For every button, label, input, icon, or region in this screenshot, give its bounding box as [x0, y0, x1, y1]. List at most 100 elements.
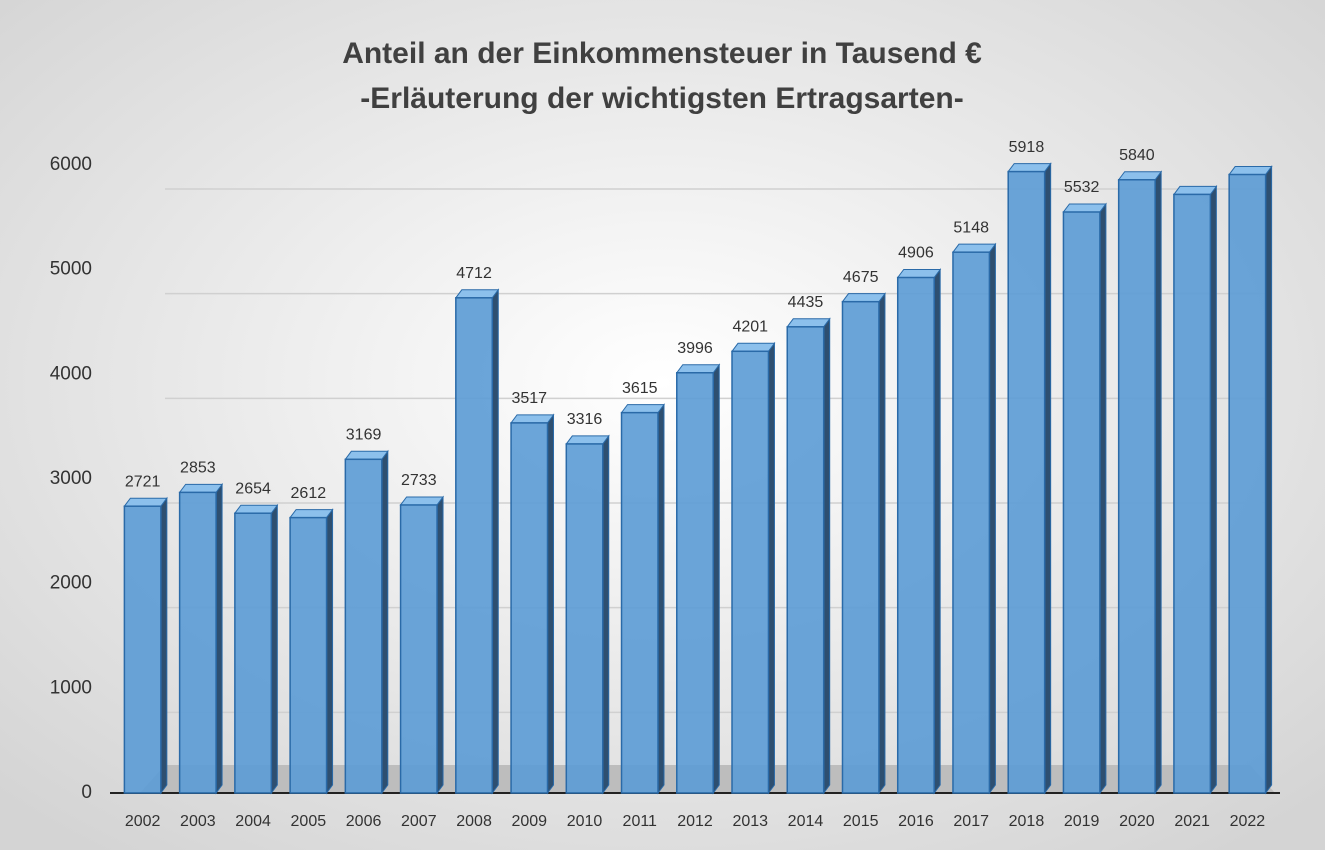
bar-face	[123, 497, 168, 507]
bar	[399, 495, 445, 795]
bar-face	[233, 504, 279, 514]
bar-face	[841, 293, 886, 303]
bar	[1007, 162, 1052, 795]
bar-face	[602, 434, 610, 795]
bar-face	[289, 516, 328, 794]
y-tick-label: 4000	[50, 363, 92, 384]
bar-face	[675, 364, 721, 374]
bar-face	[123, 505, 162, 794]
x-tick-label: 2008	[456, 813, 492, 830]
bar	[510, 413, 555, 795]
data-label: 4201	[732, 319, 768, 336]
bar	[786, 317, 831, 795]
bar-face	[1172, 185, 1218, 195]
data-label: 3517	[511, 390, 547, 407]
data-label: 2654	[235, 480, 271, 497]
y-tick-label: 0	[81, 782, 92, 803]
bar-face	[1007, 170, 1046, 794]
data-label: 3615	[622, 380, 658, 397]
bar-face	[896, 276, 935, 794]
bar-face	[841, 300, 880, 794]
bar-face	[565, 443, 604, 794]
bar-face	[1007, 163, 1052, 173]
bar-face	[1044, 162, 1052, 795]
bar-face	[620, 411, 659, 794]
bar-face	[1265, 165, 1273, 795]
data-label: 2612	[291, 485, 327, 502]
data-label: 4435	[788, 294, 824, 311]
bar-face	[1062, 211, 1101, 794]
data-label: 3169	[346, 427, 382, 444]
bar-face	[381, 449, 389, 795]
bar-face	[270, 503, 278, 795]
x-tick-label: 2021	[1174, 813, 1210, 830]
x-tick-label: 2016	[898, 813, 934, 830]
bar-face	[823, 317, 831, 795]
bar-face	[215, 482, 223, 795]
bar-face	[620, 404, 665, 414]
x-tick-label: 2015	[843, 813, 879, 830]
bar-face	[326, 508, 334, 795]
bar-face	[767, 341, 775, 795]
x-tick-label: 2019	[1064, 813, 1100, 830]
bar-face	[1117, 171, 1163, 181]
data-label: 4675	[843, 269, 879, 286]
bar-face	[731, 350, 770, 794]
bar	[731, 341, 776, 795]
bar	[289, 508, 334, 795]
data-label: 5148	[953, 219, 989, 236]
bar-face	[1117, 178, 1156, 794]
bar-face	[1062, 203, 1107, 213]
bar	[896, 268, 942, 795]
x-tick-label: 2018	[1009, 813, 1045, 830]
bar-face	[399, 504, 438, 794]
bar-face	[491, 288, 499, 795]
bar	[565, 434, 610, 795]
bar-face	[234, 512, 273, 794]
bar	[1062, 202, 1107, 795]
y-tick-label: 3000	[50, 468, 92, 489]
data-label: 5918	[1009, 139, 1045, 156]
bar-face	[1228, 166, 1273, 176]
x-tick-label: 2010	[567, 813, 603, 830]
x-tick-label: 2020	[1119, 813, 1155, 830]
x-tick-label: 2022	[1230, 813, 1266, 830]
x-tick-label: 2014	[788, 813, 824, 830]
bar-face	[951, 243, 997, 253]
bar-face	[344, 450, 389, 460]
bar-face	[657, 403, 665, 795]
bar-face	[896, 269, 942, 279]
x-tick-label: 2006	[346, 813, 382, 830]
x-tick-label: 2012	[677, 813, 713, 830]
chart-title: Anteil an der Einkommensteuer in Tausend…	[342, 37, 982, 70]
y-tick-label: 1000	[50, 677, 92, 698]
y-tick-label: 5000	[50, 259, 92, 280]
bar-face	[1099, 202, 1107, 795]
data-label: 4712	[456, 265, 492, 282]
bar-face	[952, 251, 991, 794]
x-tick-label: 2003	[180, 813, 216, 830]
data-label: 2721	[125, 473, 161, 490]
bar-face	[1154, 170, 1162, 795]
bar-face	[786, 326, 825, 794]
bar-face	[547, 413, 555, 795]
bar-face	[878, 292, 886, 795]
bar	[841, 292, 886, 795]
bar-face	[731, 342, 776, 352]
data-label: 4906	[898, 245, 934, 262]
bar-face	[344, 458, 383, 794]
bar	[233, 503, 279, 795]
bar	[675, 363, 721, 795]
data-label: 3316	[567, 411, 603, 428]
bar-face	[933, 268, 941, 795]
bar-face	[565, 435, 610, 445]
bar-face	[178, 491, 217, 794]
data-label: 3996	[677, 340, 713, 357]
bar-face	[1209, 184, 1217, 795]
x-tick-label: 2011	[623, 813, 658, 830]
bar-face	[1228, 173, 1267, 794]
y-tick-label: 2000	[50, 573, 92, 594]
bar-face	[289, 509, 334, 519]
bar-face	[399, 496, 445, 506]
x-tick-label: 2013	[732, 813, 768, 830]
